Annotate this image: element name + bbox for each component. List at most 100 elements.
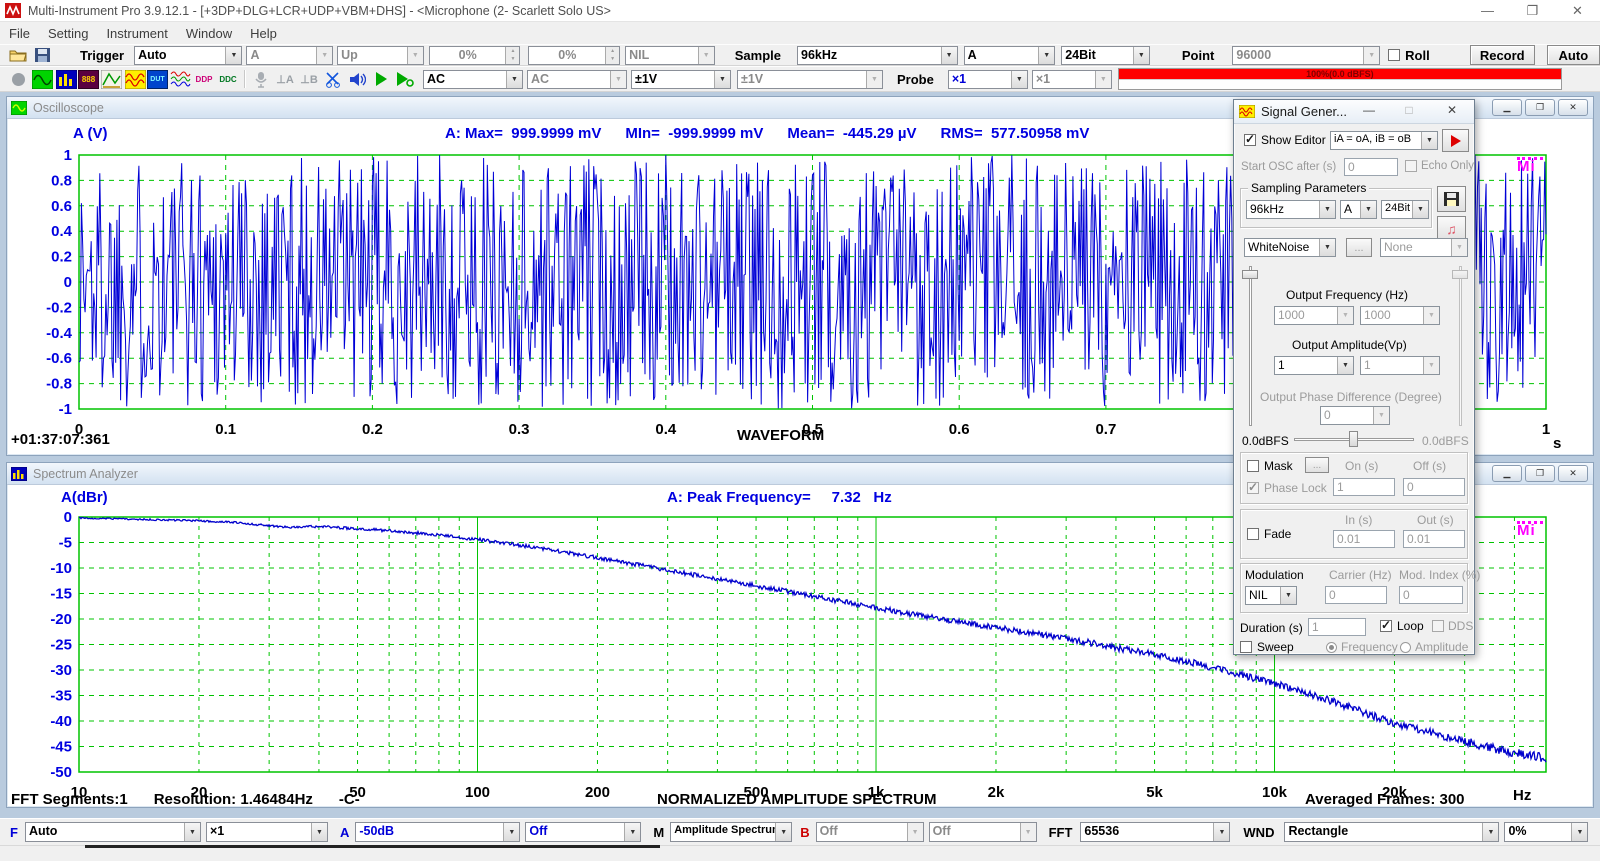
point-dropdown[interactable]: 96000▼ <box>1232 46 1380 65</box>
run-icon[interactable] <box>369 69 393 89</box>
input-device-icon[interactable] <box>249 69 273 89</box>
duration-input[interactable]: 1 <box>1308 618 1366 636</box>
derived-data-curves-icon[interactable] <box>168 69 192 89</box>
mode-dropdown[interactable]: Amplitude Spectrum▼ <box>670 822 792 842</box>
range-b-dropdown[interactable]: ±1V▼ <box>737 70 883 89</box>
fade-in-input[interactable]: 0.01 <box>1333 530 1395 548</box>
sg-rate-dropdown[interactable]: 96kHz▼ <box>1246 200 1336 219</box>
output-level-slider-a[interactable] <box>1240 266 1260 426</box>
sg-maximize-button[interactable]: □ <box>1396 103 1422 121</box>
sweep-frequency-radio[interactable] <box>1326 642 1337 653</box>
sg-channel-dropdown[interactable]: A▼ <box>1340 200 1377 219</box>
spectrum-3d-plot-icon[interactable] <box>99 69 123 89</box>
menu-file[interactable]: File <box>0 24 39 43</box>
window-function-dropdown[interactable]: Rectangle▼ <box>1284 822 1499 842</box>
trigger-source-dropdown[interactable]: A▼ <box>246 46 333 65</box>
show-editor-checkbox[interactable] <box>1244 134 1256 146</box>
modulation-type-dropdown[interactable]: NIL▼ <box>1245 586 1297 605</box>
carrier-input[interactable]: 0 <box>1325 586 1387 604</box>
phase-lock-checkbox[interactable] <box>1247 482 1259 494</box>
mask-on-input[interactable]: 1 <box>1333 478 1395 496</box>
range-a-dropdown[interactable]: ±1V▼ <box>631 70 731 89</box>
sample-bits-dropdown[interactable]: 24Bit▼ <box>1061 46 1150 65</box>
calibration-icon[interactable] <box>321 69 345 89</box>
sample-channel-dropdown[interactable]: A▼ <box>964 46 1056 65</box>
panel-restore-button[interactable]: ❐ <box>1525 99 1555 116</box>
sg-close-button[interactable]: ✕ <box>1439 103 1465 121</box>
frequency-a-dropdown[interactable]: 1000▼ <box>1274 306 1354 325</box>
sg-run-button[interactable] <box>1442 129 1469 152</box>
panel-minimize-button[interactable]: ▁ <box>1492 465 1522 482</box>
roll-checkbox[interactable] <box>1388 49 1400 61</box>
balance-slider[interactable] <box>1294 430 1414 448</box>
ddc-array-viewer-icon[interactable]: DDC <box>216 69 240 89</box>
sample-rate-dropdown[interactable]: 96kHz▼ <box>797 46 958 65</box>
auto-button[interactable]: Auto <box>1547 45 1600 65</box>
trigger-edge-dropdown[interactable]: Up▼ <box>337 46 424 65</box>
echo-only-checkbox[interactable] <box>1405 160 1417 172</box>
loop-checkbox[interactable] <box>1380 620 1392 632</box>
wave-type-dropdown[interactable]: WhiteNoise▼ <box>1244 238 1336 257</box>
trigger-marker-b-icon[interactable]: ⊥B <box>297 69 321 89</box>
coupling-b-dropdown[interactable]: AC▼ <box>527 70 627 89</box>
sg-bits-dropdown[interactable]: 24Bit▼ <box>1381 200 1429 219</box>
panel-restore-button[interactable]: ❐ <box>1525 465 1555 482</box>
probe-b-dropdown[interactable]: ×1▼ <box>1032 70 1112 89</box>
trigger-level-spinner[interactable]: 0%▲▼ <box>429 46 521 65</box>
signal-generator-title-bar[interactable]: Signal Gener... <box>1234 100 1474 124</box>
b-range-dropdown[interactable]: Off▼ <box>816 822 924 842</box>
amplitude-a-dropdown[interactable]: 1▼ <box>1274 356 1354 375</box>
panel-close-button[interactable]: ✕ <box>1558 99 1588 116</box>
trigger-marker-a-icon[interactable]: ⊥A <box>273 69 297 89</box>
open-file-button[interactable] <box>6 45 30 65</box>
frequency-range-dropdown[interactable]: Auto▼ <box>25 822 201 842</box>
menu-instrument[interactable]: Instrument <box>97 24 176 43</box>
oscilloscope-icon[interactable] <box>30 69 54 89</box>
fade-out-input[interactable]: 0.01 <box>1403 530 1465 548</box>
dds-checkbox[interactable] <box>1432 620 1444 632</box>
trigger-mode-dropdown[interactable]: Auto▼ <box>134 46 242 65</box>
fft-size-dropdown[interactable]: 65536▼ <box>1080 822 1230 842</box>
wave-modifier-dropdown[interactable]: None▼ <box>1380 238 1468 257</box>
close-button[interactable]: ✕ <box>1555 0 1600 21</box>
sg-save-button[interactable] <box>1437 186 1466 212</box>
mask-off-input[interactable]: 0 <box>1403 478 1465 496</box>
panel-minimize-button[interactable]: ▁ <box>1492 99 1522 116</box>
minimize-button[interactable]: — <box>1465 0 1510 21</box>
ddp-viewer-icon[interactable]: DDP <box>192 69 216 89</box>
spectrum-analyzer-icon[interactable] <box>54 69 78 89</box>
sound-device-icon[interactable] <box>345 69 369 89</box>
panel-close-button[interactable]: ✕ <box>1558 465 1588 482</box>
device-test-plan-icon[interactable]: DUT <box>147 70 168 89</box>
phase-dropdown[interactable]: 0▼ <box>1320 406 1390 425</box>
mod-index-input[interactable]: 0 <box>1399 586 1463 604</box>
coupling-a-dropdown[interactable]: AC▼ <box>423 70 523 89</box>
b-reference-dropdown[interactable]: Off▼ <box>929 822 1037 842</box>
overlap-dropdown[interactable]: 0%▼ <box>1504 822 1588 842</box>
amplitude-b-dropdown[interactable]: 1▼ <box>1360 356 1440 375</box>
routing-dropdown[interactable]: iA = oA, iB = oB▼ <box>1330 131 1438 150</box>
sg-minimize-button[interactable]: — <box>1356 103 1382 121</box>
mask-checkbox[interactable] <box>1247 460 1259 472</box>
fade-checkbox[interactable] <box>1247 528 1259 540</box>
save-file-button[interactable] <box>30 45 54 65</box>
frequency-multiplier-dropdown[interactable]: ×1▼ <box>206 822 328 842</box>
start-osc-input[interactable]: 0 <box>1344 158 1398 176</box>
probe-a-dropdown[interactable]: ×1▼ <box>948 70 1028 89</box>
run-restart-icon[interactable] <box>393 69 417 89</box>
menu-window[interactable]: Window <box>177 24 241 43</box>
sweep-checkbox[interactable] <box>1240 641 1252 653</box>
title-bar[interactable]: Multi-Instrument Pro 3.9.12.1 - [+3DP+DL… <box>0 0 1600 22</box>
menu-setting[interactable]: Setting <box>39 24 97 43</box>
a-range-dropdown[interactable]: -50dB▼ <box>355 822 520 842</box>
a-reference-dropdown[interactable]: Off▼ <box>525 822 641 842</box>
menu-help[interactable]: Help <box>241 24 286 43</box>
signal-generator-icon[interactable] <box>123 69 147 89</box>
trigger-hpf-dropdown[interactable]: NIL▼ <box>625 46 715 65</box>
mask-more-button[interactable]: ... <box>1305 457 1329 473</box>
sweep-amplitude-radio[interactable] <box>1400 642 1411 653</box>
wave-more-button[interactable]: ... <box>1346 238 1372 257</box>
trigger-delay-spinner[interactable]: 0%▲▼ <box>528 46 620 65</box>
maximize-button[interactable]: ❐ <box>1510 0 1555 21</box>
record-button[interactable]: Record <box>1470 45 1535 65</box>
